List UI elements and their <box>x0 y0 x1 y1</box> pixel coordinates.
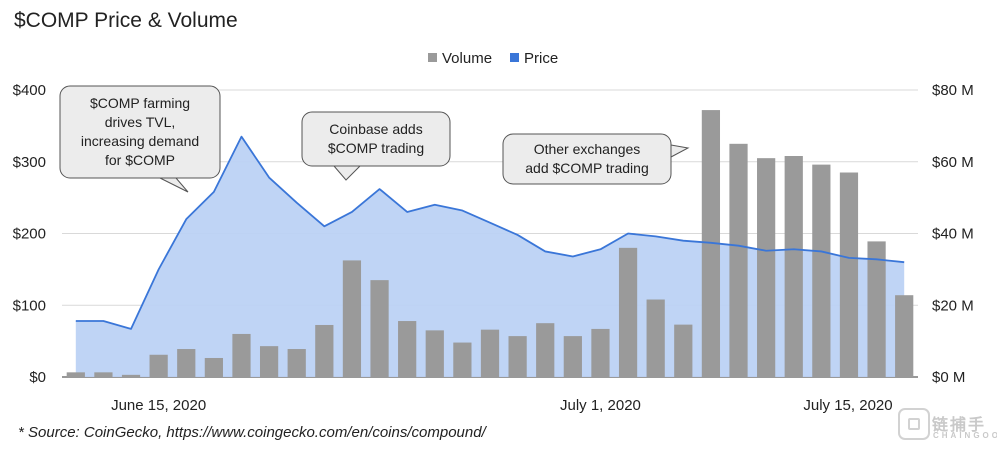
y-right-tick-label: $20 M <box>932 297 974 314</box>
volume-bar <box>536 323 555 377</box>
callout-text-line: $COMP farming <box>90 95 190 111</box>
callout-text-line: $COMP trading <box>328 140 424 156</box>
legend-swatch-price <box>510 53 519 62</box>
volume-bar <box>66 372 85 377</box>
callout-box <box>502 133 672 185</box>
axes: $0 $100 $200 $300 $400 $0 M $20 M $40 M $60 M $80… <box>13 82 974 414</box>
price-line <box>75 135 905 330</box>
watermark-en: CHAINGOO <box>933 431 997 440</box>
volume-bar <box>315 324 334 377</box>
callout-text-line: Other exchanges <box>534 141 641 157</box>
y-right-tick-label: $80 M <box>932 82 974 99</box>
y-right-tick-label: $40 M <box>932 226 974 243</box>
volume-bar <box>149 354 168 377</box>
callout-text-line: increasing demand <box>81 133 199 149</box>
callout-text-line: Coinbase adds <box>329 121 422 137</box>
y-right-tick-label: $0 M <box>932 369 965 386</box>
volume-bar <box>729 143 748 377</box>
volume-bar <box>370 280 389 377</box>
volume-bar <box>342 260 362 377</box>
source-note: * Source: CoinGecko, https://www.coingec… <box>18 424 486 441</box>
callouts: $COMP farming drives TVL, increasing deman… <box>59 85 690 193</box>
volume-bar <box>895 295 914 377</box>
volume-bars <box>66 110 914 377</box>
callout-tail <box>670 144 690 158</box>
watermark-icon <box>898 408 930 440</box>
y-left-tick-label: $0 <box>29 369 46 386</box>
legend-label-volume: Volume <box>442 50 492 67</box>
volume-bar <box>232 333 251 377</box>
y-right-tick-label: $60 M <box>932 154 974 171</box>
annotation-callout: Other exchanges add $COMP trading <box>502 133 690 185</box>
volume-bar <box>839 172 859 377</box>
price-area <box>75 136 905 377</box>
volume-bar <box>591 328 610 377</box>
x-tick-label: June 15, 2020 <box>111 397 206 414</box>
x-tick-label: July 15, 2020 <box>803 397 892 414</box>
y-left-tick-label: $300 <box>13 154 46 171</box>
y-left-tick-label: $100 <box>13 297 46 314</box>
volume-bar <box>204 357 223 377</box>
volume-bar <box>259 346 279 377</box>
volume-bar <box>94 372 113 377</box>
volume-bar <box>563 336 582 377</box>
callout-text-line: for $COMP <box>105 152 175 168</box>
volume-bar <box>425 330 444 377</box>
volume-bar <box>398 321 417 377</box>
price-area-fill <box>75 136 905 377</box>
volume-bar <box>121 374 141 377</box>
volume-bar <box>646 299 665 377</box>
callout-tail <box>333 165 361 181</box>
volume-bar <box>508 336 527 377</box>
chart-title: $COMP Price & Volume <box>14 9 238 32</box>
callout-box <box>301 111 451 167</box>
volume-bar <box>812 164 831 377</box>
y-left-tick-label: $400 <box>13 82 46 99</box>
volume-bar <box>784 156 803 377</box>
annotation-callout: Coinbase adds $COMP trading <box>301 111 451 181</box>
legend: Volume Price <box>428 50 558 67</box>
volume-bar <box>480 329 500 377</box>
y-left-tick-label: $200 <box>13 226 46 243</box>
volume-bar <box>618 247 638 377</box>
x-tick-label: July 1, 2020 <box>560 397 641 414</box>
volume-bar <box>453 342 472 377</box>
callout-text-line: add $COMP trading <box>525 160 648 176</box>
watermark-logo: 链捕手 CHAINGOO <box>898 408 997 442</box>
callout-box <box>59 85 221 179</box>
annotation-callout: $COMP farming drives TVL, increasing deman… <box>59 85 221 193</box>
watermark-cn: 链捕手 <box>932 417 987 434</box>
volume-bar <box>757 158 776 377</box>
callout-tail <box>159 177 189 193</box>
price-line-group <box>75 135 905 330</box>
legend-label-price: Price <box>524 50 558 67</box>
volume-bar <box>287 349 306 377</box>
volume-bar <box>674 324 693 377</box>
volume-bar <box>867 241 886 377</box>
callout-text-line: drives TVL, <box>105 114 176 130</box>
volume-bar <box>177 349 196 377</box>
legend-swatch-volume <box>428 53 437 62</box>
